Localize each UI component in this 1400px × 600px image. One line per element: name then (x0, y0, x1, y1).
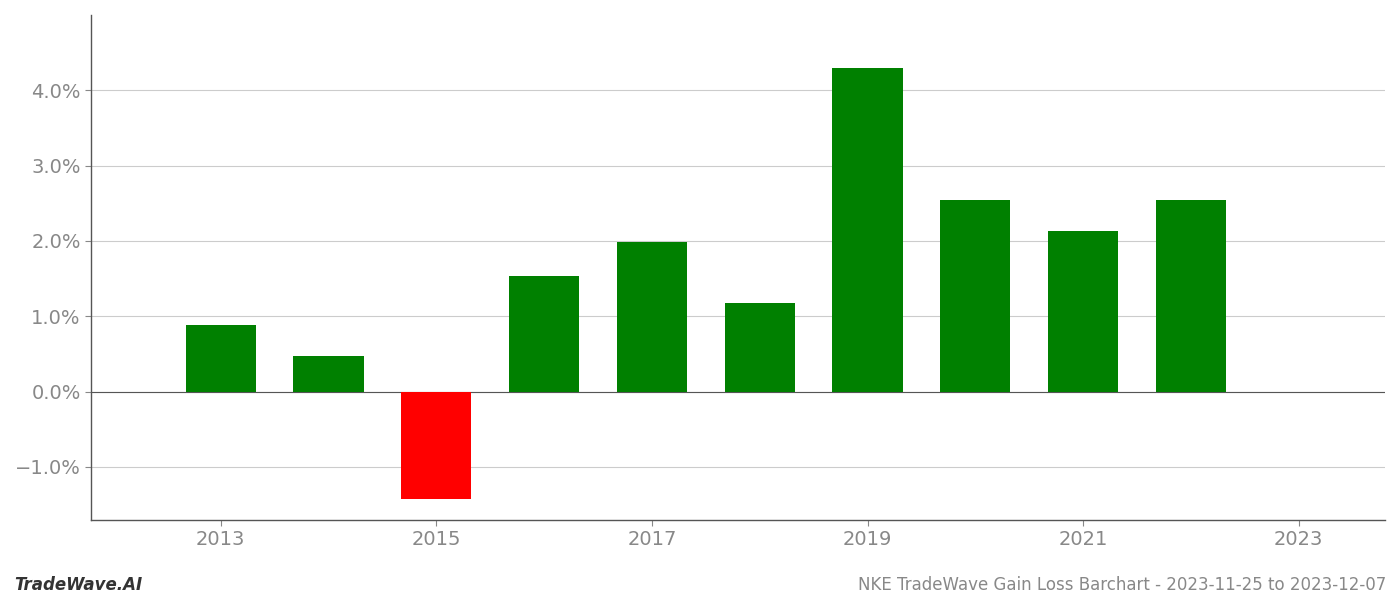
Bar (294, 356, 364, 392)
Bar (1049, 231, 1119, 392)
Text: NKE TradeWave Gain Loss Barchart - 2023-11-25 to 2023-12-07: NKE TradeWave Gain Loss Barchart - 2023-… (858, 576, 1386, 594)
Bar (833, 68, 903, 392)
Bar (725, 304, 795, 392)
Bar (941, 200, 1011, 392)
Bar (1156, 200, 1226, 392)
Bar (510, 275, 580, 392)
Text: TradeWave.AI: TradeWave.AI (14, 576, 143, 594)
Bar (617, 242, 687, 392)
Bar (186, 325, 256, 392)
Bar (402, 392, 472, 499)
